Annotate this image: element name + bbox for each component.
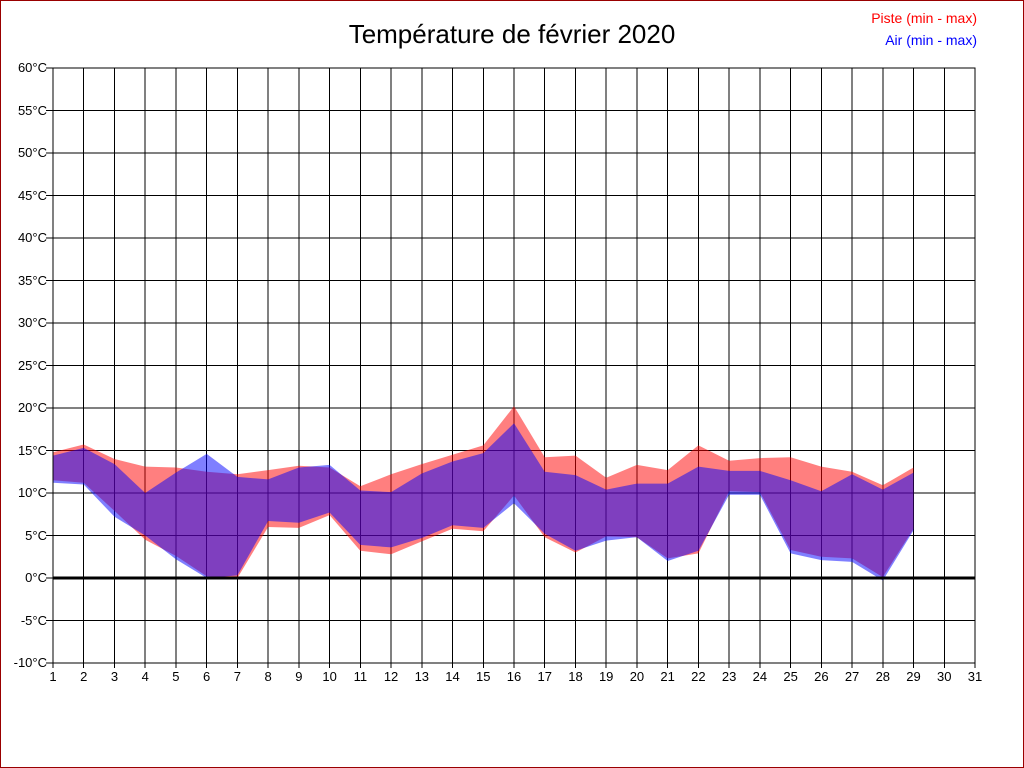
x-axis-label: 21: [660, 669, 675, 684]
y-axis-label: 20°C: [17, 400, 47, 415]
y-axis-label: 25°C: [17, 357, 47, 373]
x-axis-label: 11: [353, 669, 368, 684]
x-axis-label: 28: [875, 669, 891, 684]
x-axis-label: 4: [141, 669, 149, 684]
x-axis-label: 22: [691, 669, 706, 684]
x-axis-label: 3: [110, 669, 119, 684]
x-axis-label: 1: [49, 669, 57, 684]
x-axis-label: 9: [295, 669, 303, 684]
y-axis-label: 55°C: [17, 102, 47, 118]
x-axis-label: 7: [233, 669, 241, 684]
y-axis-label: 0°C: [25, 570, 47, 585]
y-axis-label: 30°C: [17, 315, 47, 330]
y-axis-label: -10°C: [13, 655, 47, 670]
y-axis-label: 15°C: [17, 442, 47, 458]
x-axis-label: 19: [598, 669, 614, 684]
y-axis-label: 10°C: [17, 485, 47, 500]
x-axis-label: 30: [937, 669, 952, 684]
x-axis-label: 14: [445, 669, 460, 684]
x-axis-label: 17: [537, 669, 552, 684]
x-axis-label: 2: [80, 669, 88, 684]
legend-item-air: Air (min - max): [885, 32, 977, 48]
x-axis-label: 20: [629, 669, 645, 684]
x-axis-label: 5: [172, 669, 180, 684]
x-axis-label: 15: [476, 669, 491, 684]
y-axis-label: -5°C: [20, 612, 47, 628]
x-axis-label: 31: [967, 669, 983, 684]
x-axis-label: 18: [568, 669, 583, 684]
temperature-band-chart: [46, 67, 976, 668]
x-axis-label: 13: [414, 669, 430, 684]
legend: Piste (min - max) Air (min - max): [871, 7, 977, 51]
y-axis-label: 45°C: [17, 187, 47, 203]
x-axis-label: 27: [844, 669, 860, 684]
x-axis-label: 29: [906, 669, 921, 684]
x-axis-label: 26: [814, 669, 829, 684]
y-axis-label: 5°C: [25, 527, 47, 543]
chart-title: Température de février 2020: [348, 19, 676, 49]
x-axis-label: 8: [264, 669, 272, 684]
plot-area: [46, 67, 976, 668]
x-axis-label: 25: [783, 669, 798, 684]
y-axis-label: 50°C: [17, 145, 47, 160]
x-axis-label: 23: [721, 669, 737, 684]
x-axis-label: 10: [322, 669, 337, 684]
y-axis-label: 35°C: [17, 272, 47, 288]
x-axis-label: 12: [383, 669, 399, 684]
y-axis-label: 40°C: [17, 230, 47, 245]
y-axis-label: 60°C: [17, 60, 47, 75]
x-axis-label: 6: [203, 669, 211, 684]
x-axis-label: 16: [506, 669, 522, 684]
x-axis-label: 24: [752, 669, 768, 684]
legend-item-piste: Piste (min - max): [871, 10, 977, 26]
